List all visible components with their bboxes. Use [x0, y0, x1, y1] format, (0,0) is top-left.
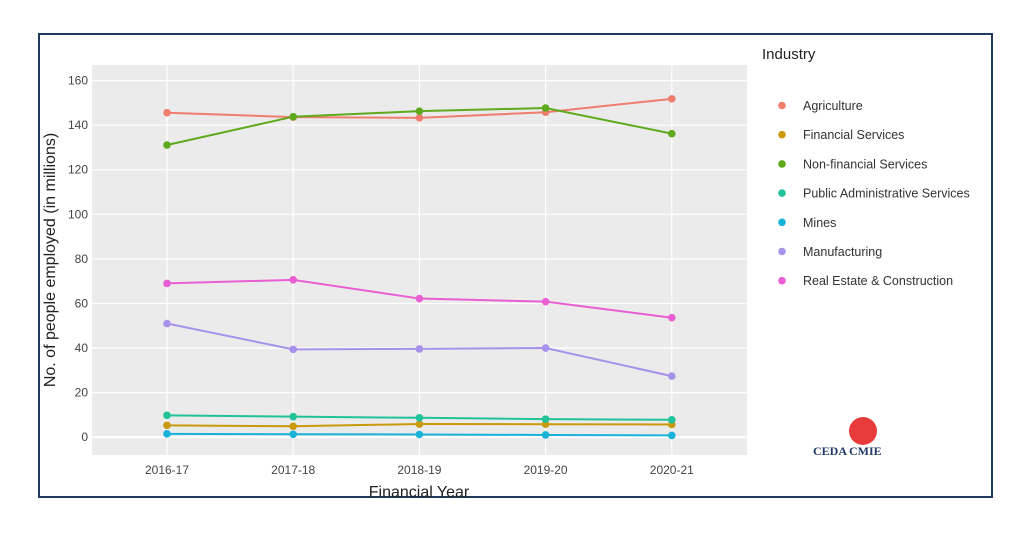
x-tick-label: 2018-19: [397, 463, 441, 477]
data-point: [541, 344, 550, 352]
data-point: [415, 430, 424, 439]
data-point: [668, 372, 676, 380]
data-point: [541, 104, 550, 112]
legend-marker: [778, 189, 786, 197]
data-point: [163, 411, 171, 420]
data-point: [289, 422, 298, 431]
y-tick-label: 0: [81, 430, 88, 444]
y-tick-label: 60: [75, 296, 89, 310]
data-point: [289, 412, 298, 421]
ceda-cmie-logo: CEDA CMIE: [813, 417, 882, 458]
legend: Industry Agriculture Financial Services No…: [762, 46, 970, 288]
logo-text-cmie: CMIE: [849, 444, 882, 458]
data-point: [415, 114, 424, 122]
data-point: [289, 112, 298, 121]
data-point: [415, 413, 424, 422]
data-point: [163, 279, 171, 288]
legend-marker: [778, 218, 786, 227]
data-point: [668, 415, 676, 424]
series-points: [163, 95, 676, 440]
y-tick-label: 160: [68, 74, 88, 88]
logo-circle: [849, 417, 877, 445]
x-tick-label: 2017-18: [271, 463, 315, 477]
x-tick-label: 2016-17: [145, 463, 189, 477]
data-point: [668, 95, 676, 103]
legend-marker: [778, 276, 786, 285]
x-tick-label: 2019-20: [524, 463, 568, 477]
data-point: [163, 430, 171, 438]
x-tick-labels: 2016-17 2017-18 2018-19 2019-20 2020-21: [145, 463, 694, 477]
y-tick-labels: 0 20 40 60 80 100 120 140 160: [68, 74, 88, 445]
data-point: [668, 431, 676, 440]
legend-marker: [778, 101, 786, 110]
data-point: [163, 108, 171, 117]
y-tick-label: 40: [75, 341, 89, 355]
legend-title: Industry: [762, 46, 816, 63]
data-point: [289, 276, 298, 284]
legend-label: Real Estate & Construction: [803, 274, 953, 288]
legend-label: Manufacturing: [803, 245, 882, 259]
y-axis-title: No. of people employed (in millions): [42, 133, 59, 387]
data-point: [415, 107, 424, 115]
data-point: [289, 345, 298, 354]
x-axis-title: Financial Year: [369, 484, 470, 501]
data-point: [163, 319, 171, 328]
x-tick-label: 2020-21: [650, 463, 694, 477]
legend-label: Financial Services: [803, 128, 904, 142]
data-point: [668, 313, 676, 322]
data-point: [289, 430, 298, 439]
y-tick-label: 140: [68, 118, 88, 132]
legend-marker: [778, 130, 786, 139]
legend-label: Agriculture: [803, 99, 863, 113]
data-point: [668, 129, 676, 138]
data-point: [415, 345, 424, 353]
legend-marker: [778, 160, 786, 168]
legend-label: Public Administrative Services: [803, 187, 970, 201]
legend-label: Non-financial Services: [803, 157, 927, 171]
data-point: [163, 421, 171, 430]
data-point: [415, 420, 424, 428]
legend-label: Mines: [803, 216, 836, 230]
data-point: [541, 431, 550, 439]
y-tick-label: 120: [68, 163, 88, 177]
legend-items: Agriculture Financial Services Non-financi…: [778, 99, 970, 288]
legend-marker: [778, 247, 786, 256]
y-tick-label: 80: [75, 252, 89, 266]
data-point: [415, 294, 424, 303]
y-tick-label: 100: [68, 207, 88, 221]
data-point: [541, 415, 550, 423]
y-tick-label: 20: [75, 386, 89, 400]
data-point: [541, 297, 550, 306]
logo-text-ceda: CEDA: [813, 444, 847, 458]
data-point: [163, 141, 171, 149]
